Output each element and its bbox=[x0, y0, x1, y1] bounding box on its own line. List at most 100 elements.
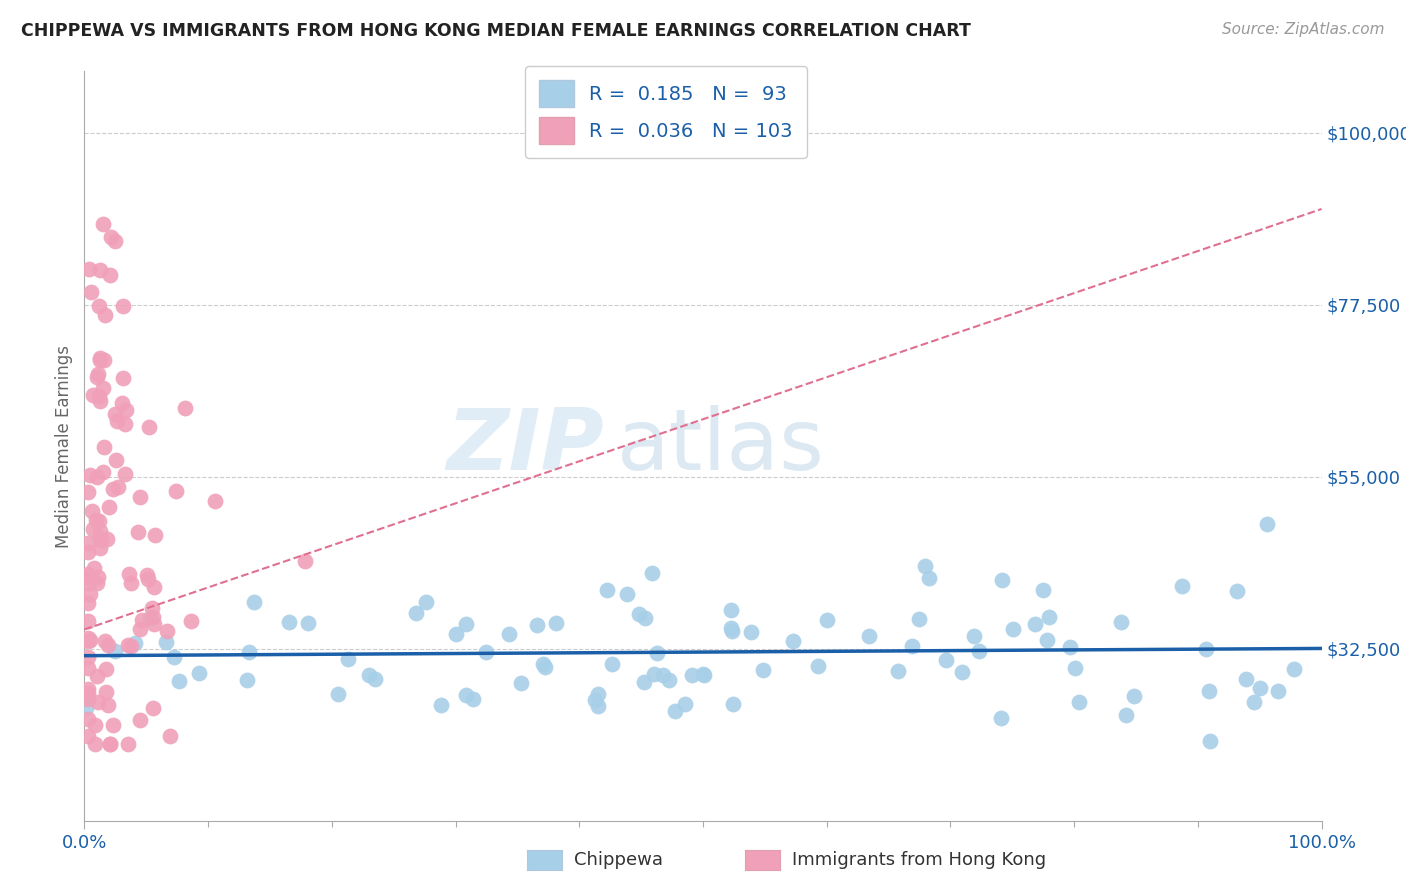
Point bbox=[87, 389, 110, 403]
Point bbox=[111, 396, 134, 410]
Point bbox=[643, 667, 665, 681]
Point bbox=[180, 614, 202, 628]
Point bbox=[131, 614, 153, 628]
Point bbox=[1234, 672, 1257, 686]
Point bbox=[94, 634, 117, 648]
Point bbox=[87, 569, 110, 583]
Point bbox=[633, 675, 655, 690]
Point bbox=[77, 712, 100, 726]
Point bbox=[97, 698, 120, 713]
Text: atlas: atlas bbox=[616, 404, 824, 488]
Point bbox=[544, 615, 567, 630]
Point bbox=[901, 639, 924, 653]
Point bbox=[359, 668, 381, 682]
Point bbox=[430, 698, 453, 713]
Point bbox=[91, 381, 114, 395]
Point bbox=[1256, 517, 1278, 532]
Point bbox=[86, 576, 108, 591]
Point bbox=[159, 729, 181, 743]
Point bbox=[77, 575, 100, 590]
Point bbox=[155, 635, 177, 649]
Point bbox=[1243, 695, 1265, 709]
Point bbox=[101, 483, 124, 497]
Point bbox=[165, 483, 187, 498]
Point bbox=[98, 737, 121, 751]
Point bbox=[129, 490, 152, 504]
Point bbox=[105, 453, 128, 467]
Point bbox=[935, 653, 957, 667]
Point bbox=[103, 717, 125, 731]
Point bbox=[117, 639, 139, 653]
Point bbox=[1001, 622, 1024, 636]
Point bbox=[77, 686, 100, 700]
Point bbox=[297, 616, 319, 631]
Point bbox=[80, 285, 103, 300]
Point bbox=[1114, 707, 1136, 722]
Point bbox=[77, 535, 100, 549]
Point bbox=[77, 631, 100, 645]
Point bbox=[89, 393, 111, 408]
Point bbox=[79, 633, 101, 648]
Point bbox=[963, 629, 986, 643]
Point bbox=[145, 528, 167, 542]
Point bbox=[97, 500, 120, 514]
Point bbox=[586, 687, 609, 701]
Point bbox=[114, 467, 136, 481]
Point bbox=[100, 230, 122, 244]
Point bbox=[90, 533, 112, 547]
Point bbox=[120, 640, 142, 654]
Point bbox=[93, 353, 115, 368]
Point bbox=[720, 603, 742, 617]
Point bbox=[104, 644, 127, 658]
Point bbox=[444, 627, 467, 641]
Point bbox=[167, 674, 190, 689]
Point bbox=[474, 645, 496, 659]
Point bbox=[278, 615, 301, 629]
Point bbox=[1225, 583, 1247, 598]
Point bbox=[187, 666, 209, 681]
Point bbox=[991, 573, 1014, 587]
Point bbox=[104, 407, 127, 421]
Point bbox=[1267, 684, 1289, 698]
Point bbox=[294, 554, 316, 568]
Point bbox=[162, 650, 184, 665]
Point bbox=[693, 668, 716, 682]
Text: CHIPPEWA VS IMMIGRANTS FROM HONG KONG MEDIAN FEMALE EARNINGS CORRELATION CHART: CHIPPEWA VS IMMIGRANTS FROM HONG KONG ME… bbox=[21, 22, 972, 40]
Point bbox=[98, 268, 121, 282]
Text: Chippewa: Chippewa bbox=[574, 851, 662, 869]
Point bbox=[1198, 733, 1220, 747]
Point bbox=[111, 299, 134, 313]
Point bbox=[456, 688, 478, 702]
Point bbox=[586, 698, 609, 713]
Point bbox=[129, 713, 152, 727]
Point bbox=[1249, 681, 1271, 696]
Point bbox=[1059, 640, 1081, 655]
Point bbox=[337, 651, 360, 665]
Point bbox=[174, 401, 197, 416]
Point bbox=[887, 665, 910, 679]
Point bbox=[415, 595, 437, 609]
Point bbox=[77, 661, 100, 675]
Point bbox=[77, 614, 100, 628]
Point bbox=[84, 513, 107, 527]
Point bbox=[461, 692, 484, 706]
Point bbox=[583, 693, 606, 707]
Point bbox=[141, 601, 163, 615]
Point bbox=[806, 659, 828, 673]
Point bbox=[93, 440, 115, 454]
Point bbox=[627, 607, 650, 621]
Point bbox=[364, 672, 387, 686]
Point bbox=[456, 616, 478, 631]
Point bbox=[405, 606, 427, 620]
Point bbox=[238, 645, 260, 659]
Point bbox=[77, 567, 100, 582]
Legend: R =  0.185   N =  93, R =  0.036   N = 103: R = 0.185 N = 93, R = 0.036 N = 103 bbox=[526, 66, 807, 158]
Point bbox=[86, 370, 108, 384]
Point bbox=[86, 470, 108, 484]
Point bbox=[721, 698, 744, 712]
Point bbox=[89, 352, 111, 367]
Point bbox=[600, 657, 623, 672]
Point bbox=[105, 414, 128, 428]
Point bbox=[136, 568, 159, 582]
Point bbox=[89, 351, 111, 365]
